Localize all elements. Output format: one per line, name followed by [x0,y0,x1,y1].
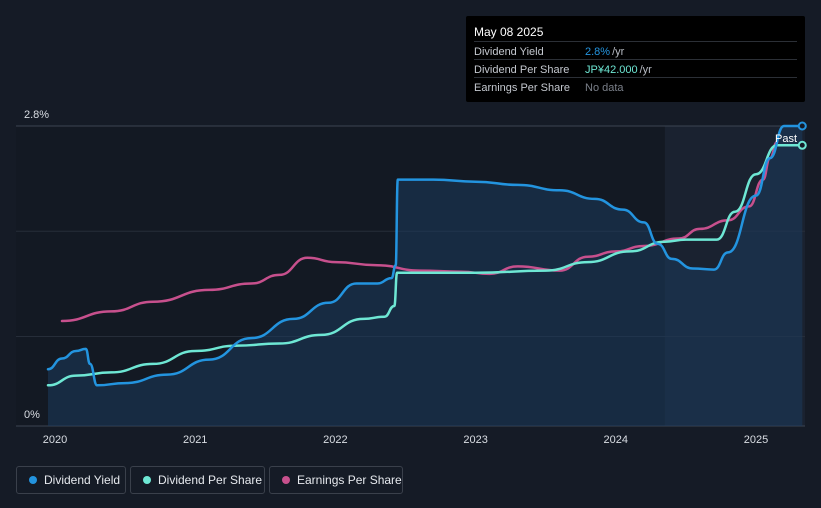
tooltip-value: JP¥42.000/yr [585,64,652,76]
x-tick-label: 2023 [463,434,487,446]
past-label: Past [775,133,797,145]
tooltip-value: 2.8%/yr [585,46,625,58]
tooltip-date: May 08 2025 [474,25,544,39]
tooltip-row-earnings-per-share: Earnings Per Share No data [474,77,797,96]
dividend-yield-area [48,126,803,426]
legend-label: Dividend Yield [44,473,121,487]
legend-item-dividend-yield[interactable]: Dividend Yield [16,466,126,494]
x-tick-label: 2021 [183,434,207,446]
series-line-dividend-yield [46,124,804,387]
tooltip-label: Earnings Per Share [474,82,570,94]
y-tick-label: 0% [24,409,40,421]
endpoint-marker [797,140,807,150]
y-tick-label: 2.8% [24,109,49,121]
series-line-earnings-per-share [60,140,779,323]
tooltip-label: Dividend Per Share [474,64,570,76]
legend-label: Earnings Per Share [297,473,402,487]
legend-label: Dividend Per Share [158,473,263,487]
series-line-dividend-per-share [46,144,804,387]
legend-dot-icon [29,476,37,484]
series-layer [46,124,804,387]
tooltip-row-dividend-yield: Dividend Yield 2.8%/yr [474,41,797,60]
axis-labels: 2.8% 0% 2020 2021 2022 2023 2024 2025 Past [24,109,797,446]
legend-item-earnings-per-share[interactable]: Earnings Per Share [269,466,403,494]
x-tick-label: 2020 [43,434,67,446]
legend-item-dividend-per-share[interactable]: Dividend Per Share [130,466,265,494]
series-endpoints [797,121,807,150]
x-tick-label: 2022 [323,434,347,446]
tooltip-panel: May 08 2025 Dividend Yield 2.8%/yr Divid… [466,16,805,102]
endpoint-marker [797,121,807,131]
tooltip-row-dividend-per-share: Dividend Per Share JP¥42.000/yr [474,59,797,78]
x-tick-label: 2025 [744,434,768,446]
legend-dot-icon [143,476,151,484]
tooltip-label: Dividend Yield [474,46,544,58]
x-tick-label: 2024 [604,434,628,446]
legend-dot-icon [282,476,290,484]
tooltip-value: No data [585,82,624,94]
